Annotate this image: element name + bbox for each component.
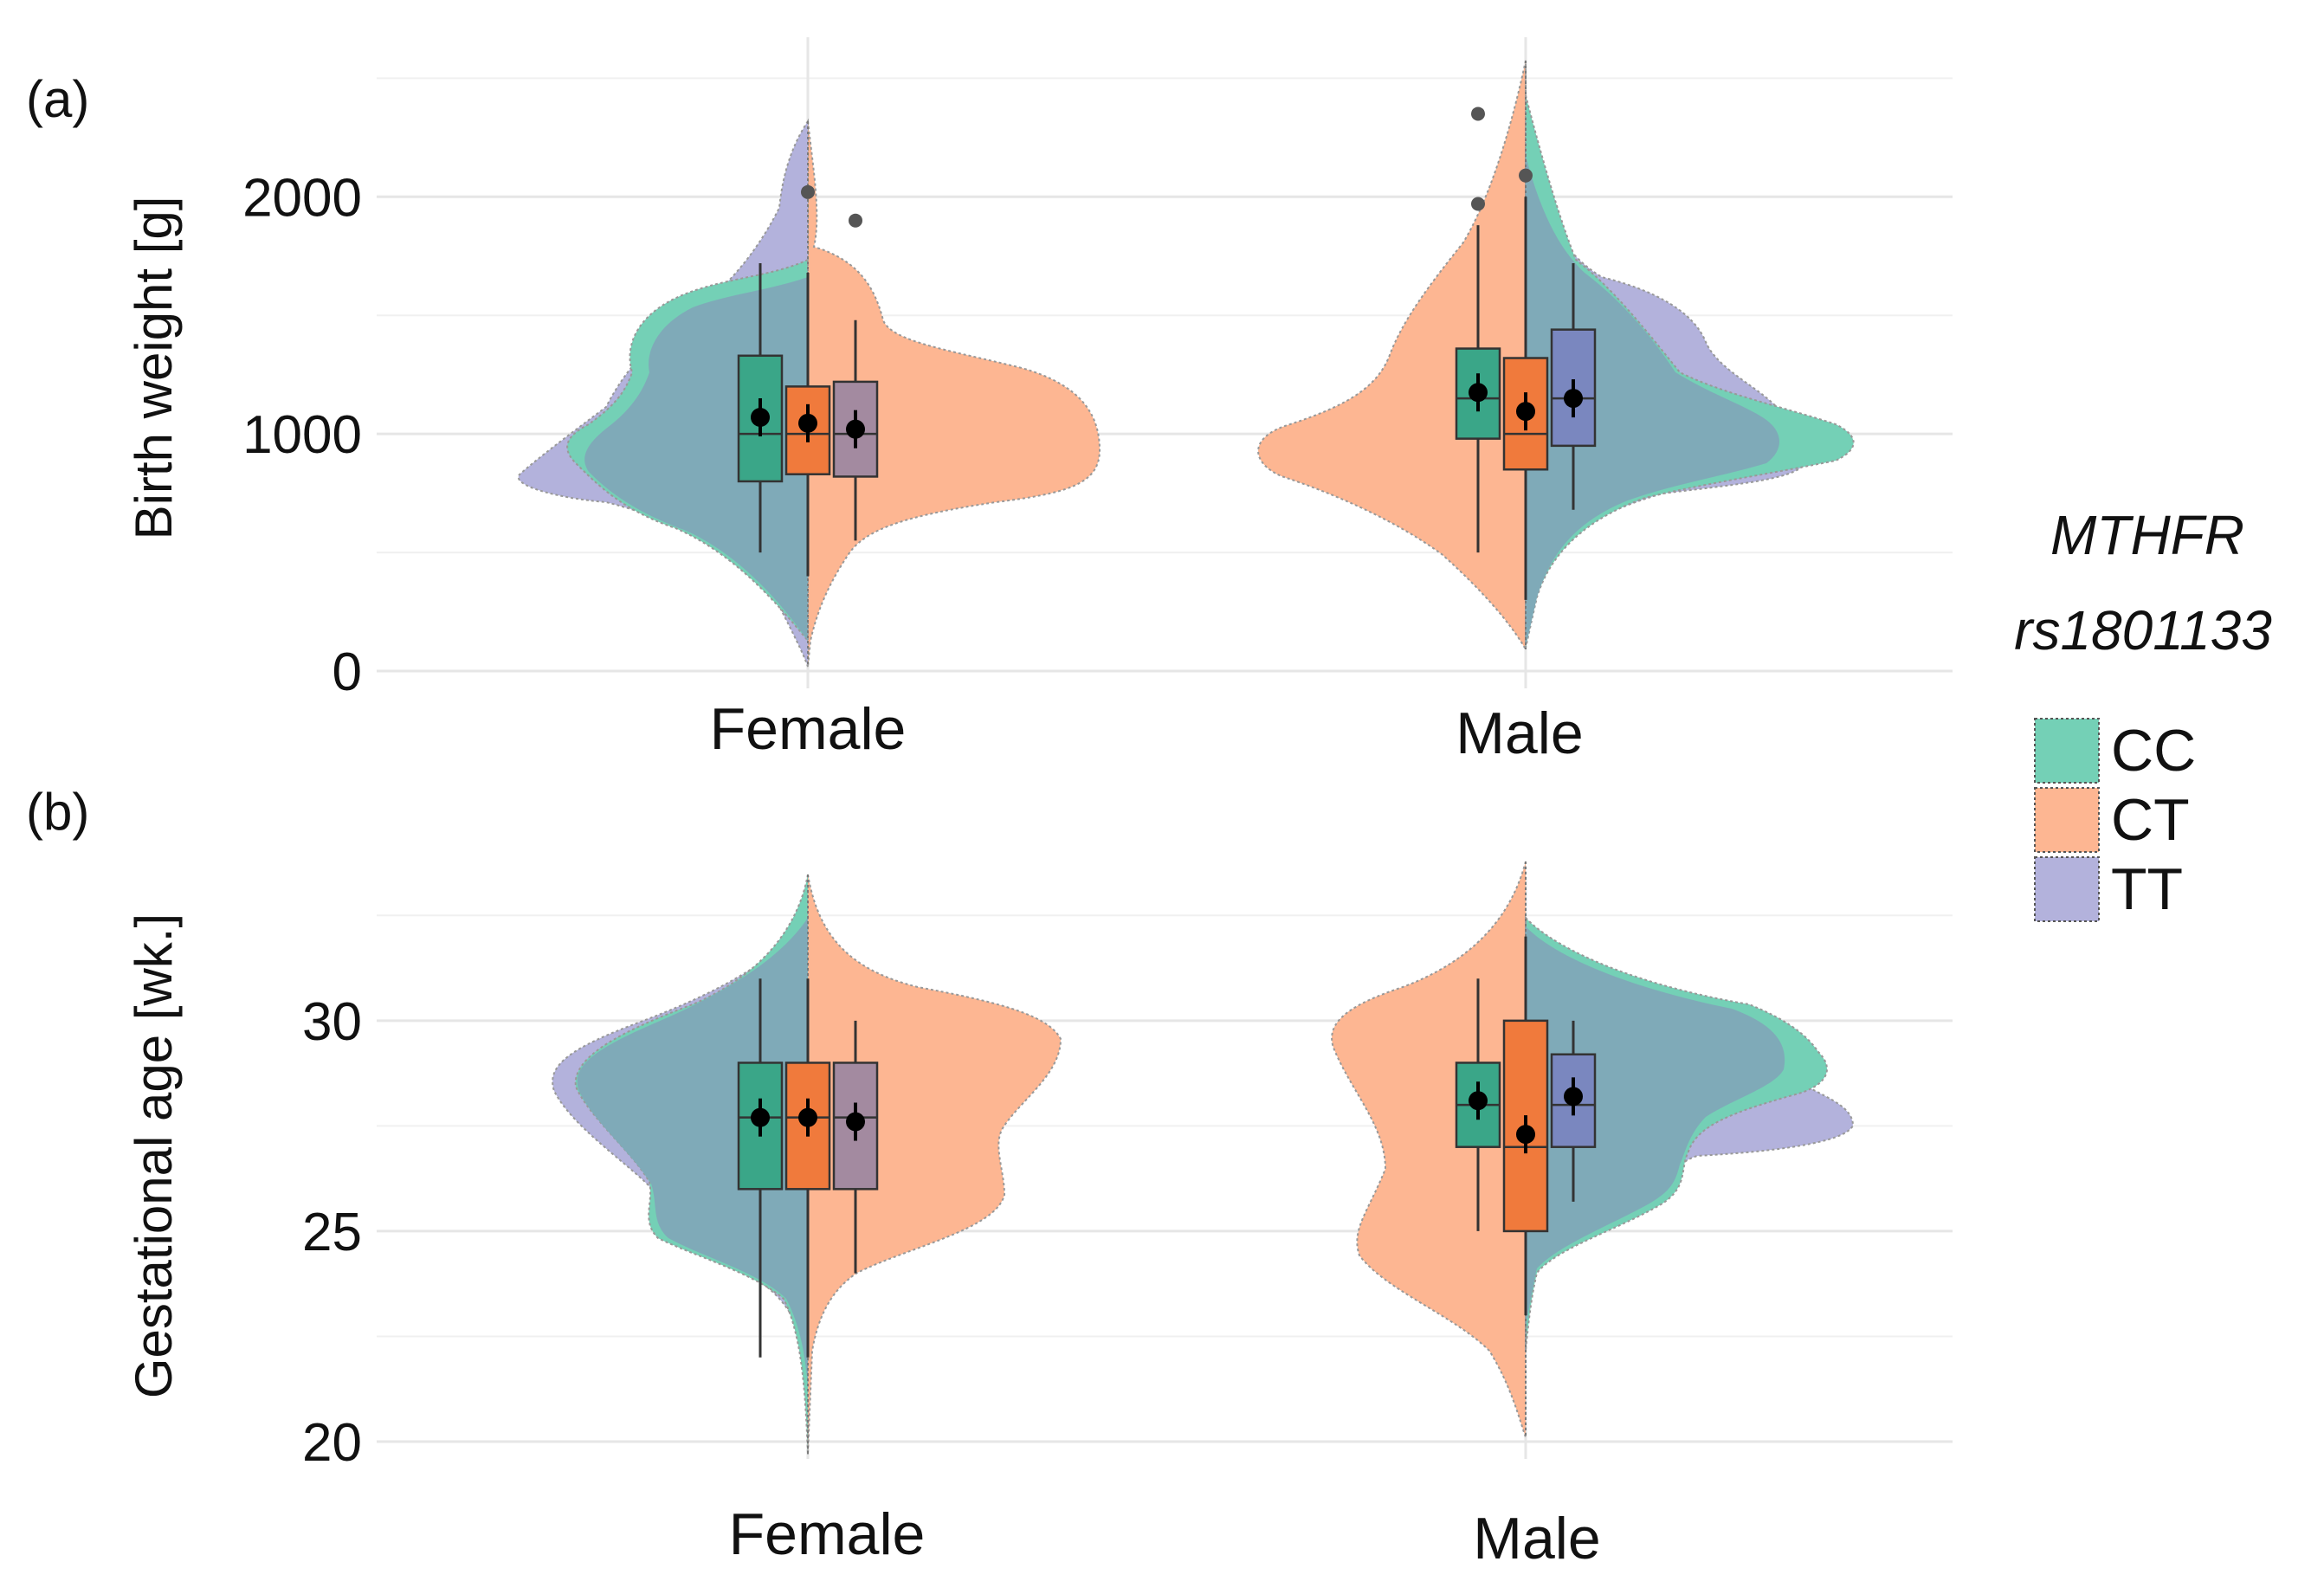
panel-b-male-violins (1331, 861, 1855, 1438)
legend: MTHFR rs1801133 CC CT TT (2014, 504, 2272, 922)
violin-b-female-overlap (577, 918, 808, 1385)
mean-point-a-female-tt (846, 419, 865, 439)
violin-male-overlap (1526, 156, 1779, 645)
legend-label-ct: CT (2111, 787, 2190, 853)
panel-b-gestational-age: (b) Gestational age [wk.] 20 25 30 Femal… (26, 783, 1953, 1571)
mean-point-b-female-tt (846, 1112, 865, 1132)
mean-point-a-female-cc (751, 407, 770, 427)
box-b-male-ct (1502, 1019, 1549, 1233)
legend-label-tt: TT (2111, 856, 2183, 922)
outlier-a-female-tt-0 (849, 213, 862, 228)
panel-a-y-tick-1000: 1000 (242, 405, 362, 465)
panel-b-y-tick-20: 20 (302, 1413, 362, 1473)
panel-b-female-violins (552, 874, 1062, 1455)
legend-title-gene: MTHFR (2050, 504, 2244, 566)
legend-label-cc: CC (2111, 718, 2196, 784)
panel-b-y-tick-30: 30 (302, 992, 362, 1052)
mean-point-b-female-ct (798, 1107, 817, 1127)
panel-a-y-tick-0: 0 (332, 642, 362, 702)
legend-swatch-tt (2034, 856, 2100, 922)
violin-b-male-ct-left (1331, 861, 1527, 1438)
mean-point-a-male-ct (1516, 402, 1535, 422)
panel-a-x-label-female: Female (710, 696, 907, 762)
outlier-a-male-ct-0 (1519, 168, 1533, 183)
mean-point-a-female-ct (798, 413, 817, 433)
panel-b-boxplots (737, 936, 1597, 1358)
violin-male-ct-left (1257, 60, 1527, 653)
panel-a-y-tick-2000: 2000 (242, 168, 362, 228)
legend-title-snp: rs1801133 (2014, 599, 2272, 661)
mean-point-b-male-cc (1469, 1091, 1488, 1111)
legend-swatch-cc (2034, 718, 2100, 784)
box-b-female-ct (784, 1062, 831, 1191)
outlier-a-female-ct-0 (801, 184, 815, 199)
violin-b-male-overlap (1526, 926, 1785, 1325)
panel-a-birth-weight: (a) Birth weight [g] 0 1000 2000 Fem (26, 37, 1953, 766)
panel-b-x-label-female: Female (729, 1501, 926, 1567)
mean-point-a-male-tt (1564, 389, 1583, 409)
outlier-a-male-cc-1 (1471, 106, 1485, 121)
panel-b-x-label-male: Male (1473, 1506, 1600, 1571)
mean-point-b-male-ct (1516, 1125, 1535, 1145)
mean-point-b-male-tt (1564, 1087, 1583, 1107)
panel-a-y-axis-label: Birth weight [g] (125, 197, 183, 540)
panel-b-y-axis-label: Gestational age [wk.] (125, 913, 183, 1398)
violin-b-female-ct-right (807, 874, 1062, 1455)
outlier-a-male-cc-0 (1471, 197, 1485, 211)
violin-female-ct-right (807, 120, 1101, 668)
panel-a-x-label-male: Male (1456, 700, 1583, 766)
panel-b-y-tick-25: 25 (302, 1203, 362, 1262)
panel-a-male-violins (1257, 60, 1855, 653)
panel-a-boxplots (737, 106, 1597, 600)
panel-b-y-ticks: 20 25 30 (302, 992, 362, 1473)
mean-point-b-female-cc (751, 1107, 770, 1127)
panel-a-label: (a) (26, 70, 89, 128)
panel-b-label: (b) (26, 783, 89, 841)
mean-point-a-male-cc (1469, 383, 1488, 403)
legend-swatch-ct (2034, 787, 2100, 853)
box-a-male-tt (1550, 328, 1597, 448)
panel-a-y-ticks: 0 1000 2000 (242, 168, 362, 702)
panel-b-grid (377, 877, 1953, 1459)
